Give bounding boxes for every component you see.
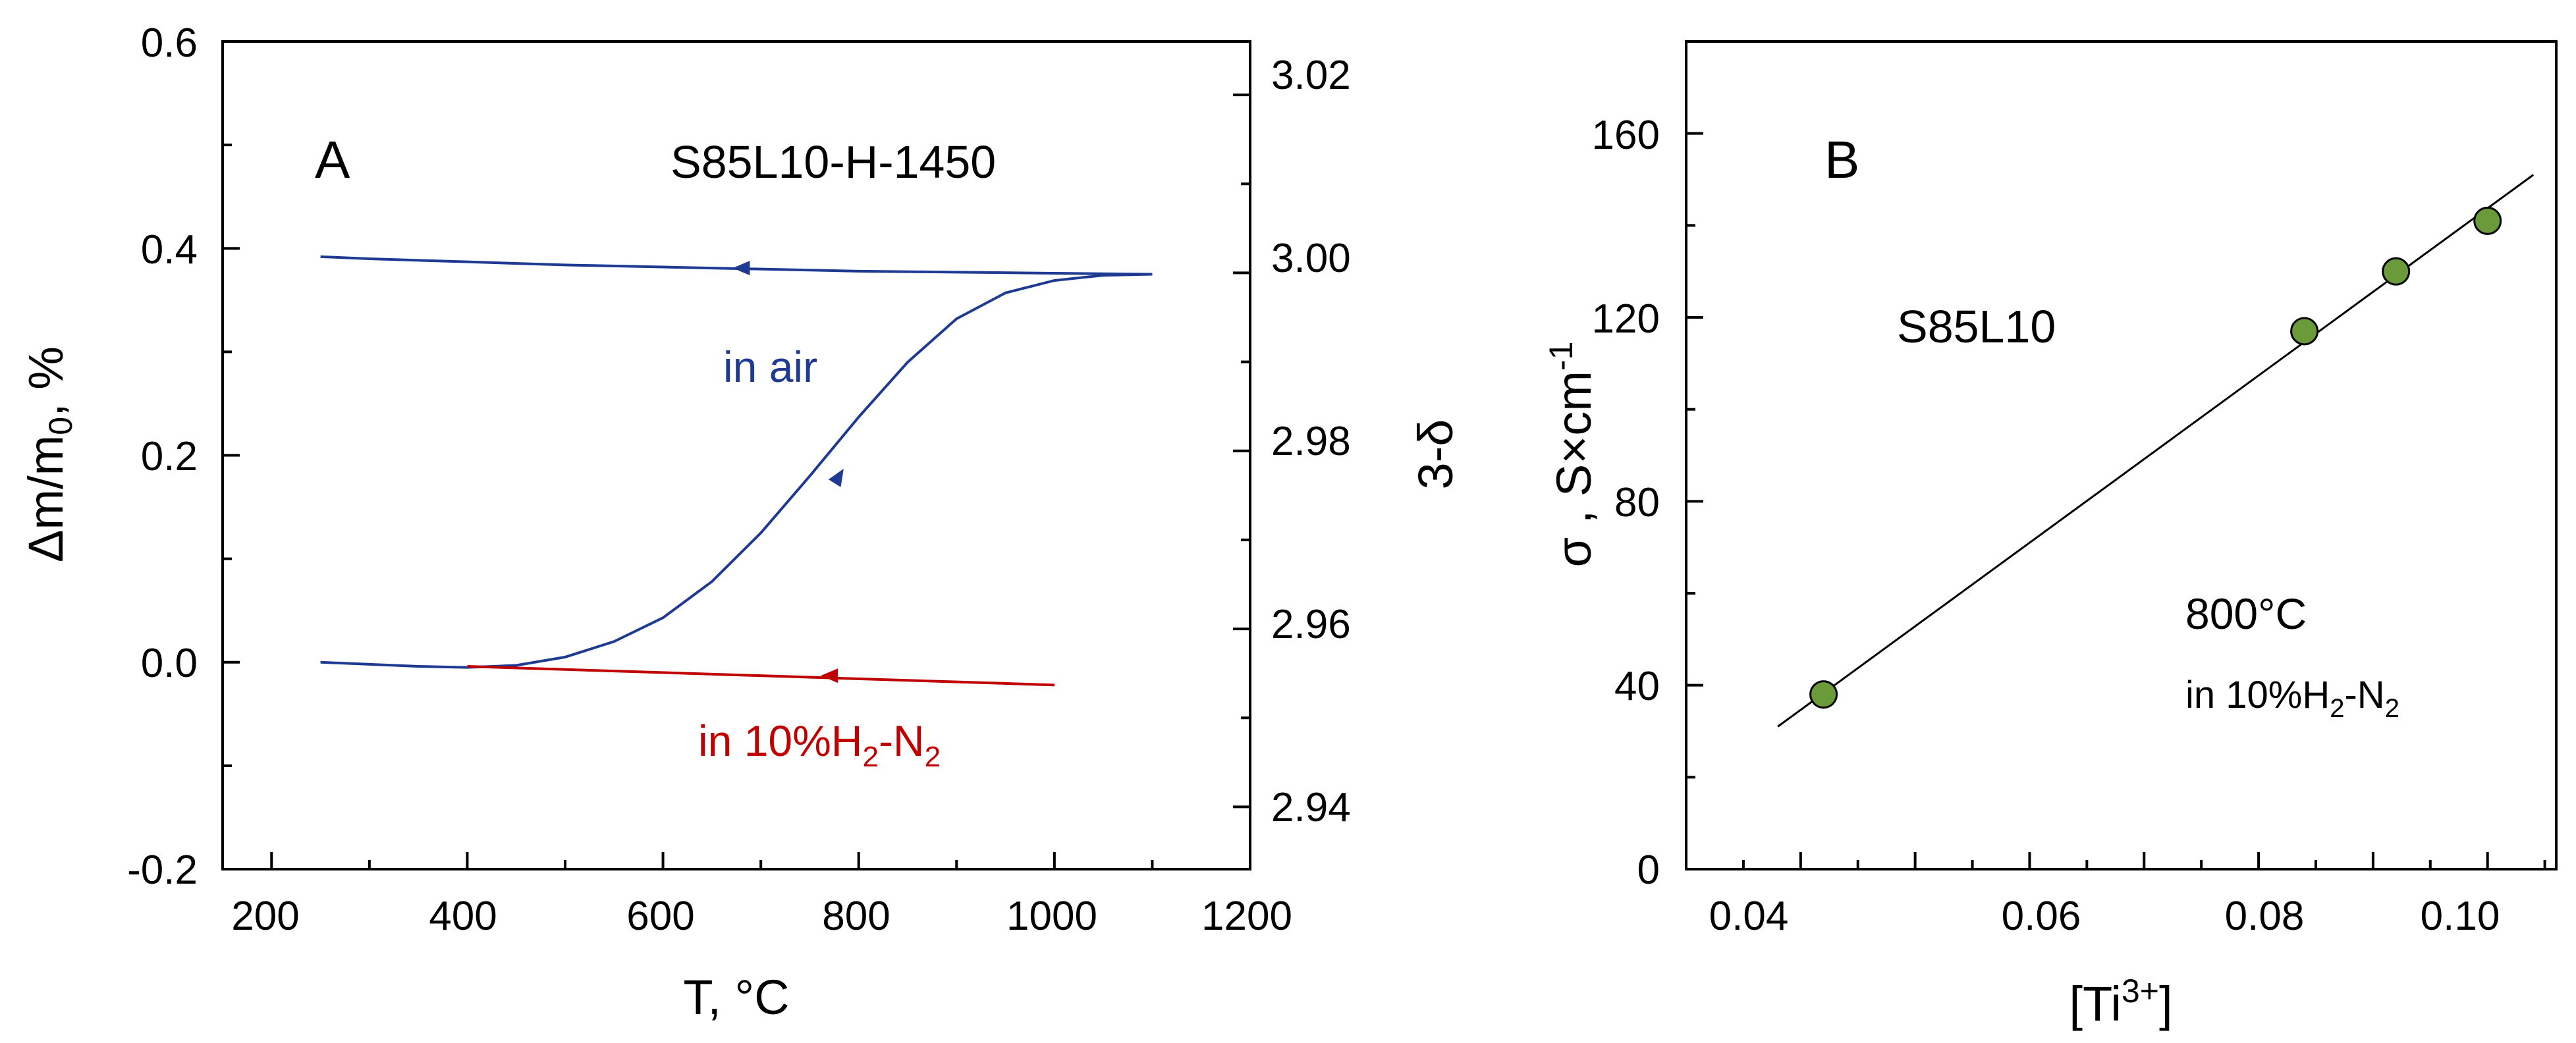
a-xtick-label: 600 bbox=[626, 894, 694, 939]
a-ytick-label: 0.6 bbox=[141, 20, 198, 66]
a-series-line bbox=[320, 273, 1153, 669]
a-series-line bbox=[467, 665, 1055, 687]
a-xtick-label: 200 bbox=[231, 894, 299, 939]
a-xtick-label: 1000 bbox=[1006, 894, 1097, 939]
a-y2tick-label: 3.02 bbox=[1271, 53, 1351, 98]
a-xtick-label: 1200 bbox=[1201, 894, 1292, 939]
a-ytick-label: 0.0 bbox=[141, 641, 198, 686]
a-y2tick-label: 2.94 bbox=[1271, 785, 1351, 830]
a-y2tick-label: 2.96 bbox=[1271, 602, 1351, 647]
b-temperature-annotation: 800°C bbox=[2185, 589, 2307, 638]
a-y2tick-label: 3.00 bbox=[1271, 236, 1351, 281]
a-sample-title: S85L10-H-1450 bbox=[671, 136, 996, 188]
a-y2tick-label: 2.98 bbox=[1271, 419, 1351, 464]
b-x-axis-label: [Ti3+] bbox=[2069, 973, 2172, 1031]
a-ytick-label: 0.2 bbox=[141, 434, 198, 479]
panel-b: 0.04 0.06 0.08 0.10 0 40 80 120 160 [Ti3… bbox=[1543, 40, 2558, 1031]
b-xtick-label: 0.08 bbox=[2225, 894, 2305, 939]
panel-b-series bbox=[1777, 174, 2535, 728]
b-ytick-label: 120 bbox=[1592, 296, 1660, 342]
b-ytick-label: 40 bbox=[1614, 664, 1660, 709]
panel-b-ticks bbox=[1686, 40, 2546, 870]
a-ytick-label: 0.4 bbox=[141, 227, 198, 273]
b-y-axis-label: σ , S×cm-1 bbox=[1543, 341, 1601, 567]
b-ytick-label: 80 bbox=[1614, 480, 1660, 525]
a-cooling-arrow bbox=[732, 261, 750, 276]
b-xtick-label: 0.06 bbox=[2002, 894, 2081, 939]
b-atmosphere-annotation: in 10%H2-N2 bbox=[2185, 674, 2399, 723]
a-y-axis-label: Δm/m0, % bbox=[18, 346, 79, 562]
b-ytick-label: 160 bbox=[1592, 113, 1660, 158]
a-y2-axis-label: 3-δ bbox=[1408, 419, 1463, 490]
a-h2-arrow bbox=[821, 668, 838, 683]
b-data-point bbox=[2473, 206, 2502, 235]
a-x-axis-label: T, °C bbox=[683, 970, 789, 1025]
b-data-point bbox=[2382, 257, 2411, 286]
b-xtick-label: 0.04 bbox=[1709, 894, 1789, 939]
b-xtick-label: 0.10 bbox=[2421, 894, 2500, 939]
panel-a-ticks bbox=[223, 40, 1251, 870]
a-h2-annotation: in 10%H2-N2 bbox=[698, 716, 941, 773]
a-ytick-label: -0.2 bbox=[127, 847, 198, 893]
a-xtick-label: 800 bbox=[822, 894, 890, 939]
panel-a: 200 400 600 800 1000 1200 -0.2 0.0 0.2 0… bbox=[18, 20, 1463, 1025]
b-sample-title: S85L10 bbox=[1897, 301, 2056, 352]
panel-a-series bbox=[320, 255, 1153, 687]
b-panel-letter: B bbox=[1824, 130, 1859, 189]
a-xtick-label: 400 bbox=[429, 894, 497, 939]
panel-b-frame bbox=[1685, 40, 2558, 870]
a-series-line bbox=[320, 255, 1153, 276]
b-fit-line bbox=[1777, 174, 2535, 728]
a-panel-letter: A bbox=[315, 130, 350, 189]
b-data-point bbox=[1809, 680, 1838, 709]
b-data-point bbox=[2290, 317, 2319, 346]
a-heating-arrow bbox=[828, 468, 844, 487]
a-air-annotation: in air bbox=[723, 342, 817, 391]
b-ytick-label: 0 bbox=[1637, 847, 1660, 893]
